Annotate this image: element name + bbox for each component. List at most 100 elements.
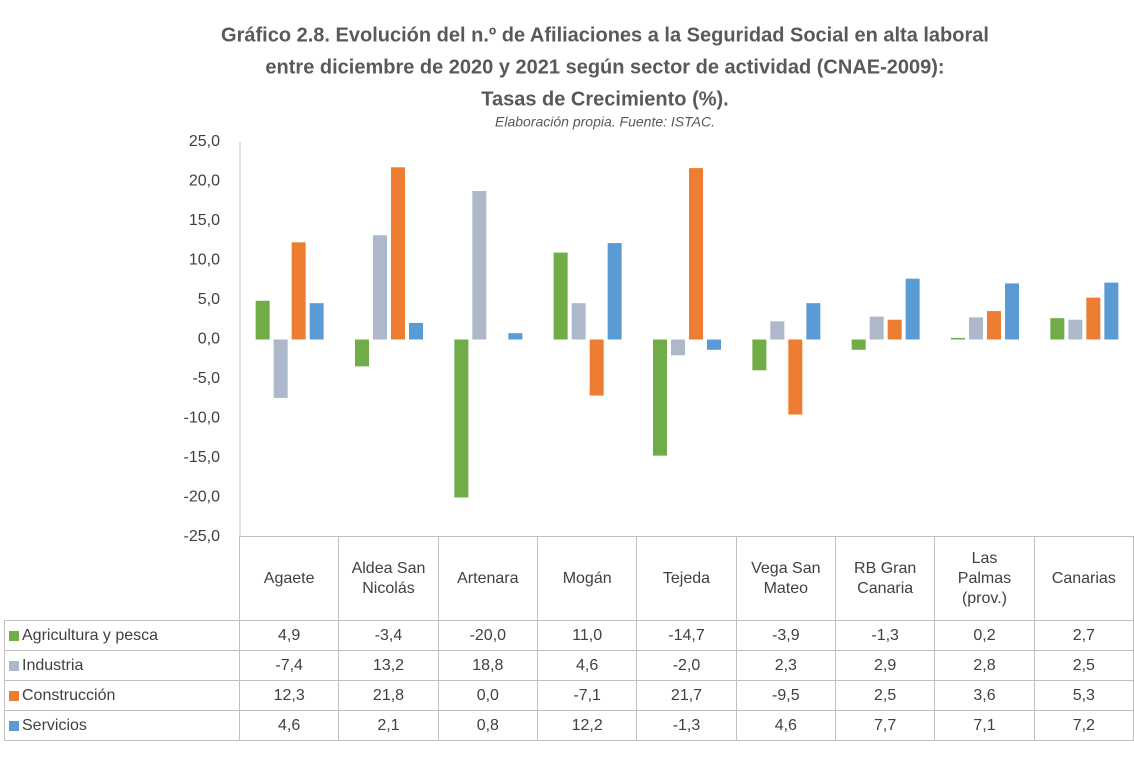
table-value: -7,4	[239, 650, 340, 681]
bar	[472, 190, 487, 340]
table-value: 12,2	[537, 710, 638, 741]
table-value: 2,7	[1033, 620, 1134, 651]
category-cell: Canarias	[1033, 536, 1134, 621]
table-value: 0,2	[934, 620, 1035, 651]
legend-cell: Industria	[4, 650, 240, 681]
legend-swatch	[9, 690, 19, 701]
bar	[1104, 282, 1119, 340]
category-cell: Aldea San Nicolás	[338, 536, 439, 621]
category-cell: Tejeda	[636, 536, 737, 621]
table-value: -7,1	[537, 680, 638, 711]
table-value: 2,5	[835, 680, 936, 711]
bar	[409, 322, 423, 340]
bar	[869, 316, 884, 340]
bar	[391, 167, 405, 340]
category-label: Agaete	[263, 569, 315, 587]
bar	[851, 339, 866, 350]
bar	[571, 303, 586, 340]
bar	[1086, 297, 1101, 340]
bar	[355, 339, 369, 367]
legend-swatch	[9, 660, 19, 671]
legend-label: Agricultura y pesca	[22, 626, 159, 644]
category-cell: Las Palmas (prov.)	[934, 536, 1035, 621]
bar	[309, 303, 324, 340]
table-value: 13,2	[338, 650, 439, 681]
table-value: 12,3	[239, 680, 340, 711]
table-value: 0,0	[437, 680, 538, 711]
y-tick-label: -20,0	[184, 489, 221, 506]
table-value: 4,9	[239, 620, 340, 651]
table-value: 0,8	[437, 710, 538, 741]
bar	[1068, 319, 1083, 340]
table-value: -20,0	[437, 620, 538, 651]
y-tick-label: -10,0	[184, 410, 221, 427]
category-label: Vega San Mateo	[751, 559, 821, 597]
category-label: Artenara	[457, 569, 519, 587]
table-value: 18,8	[437, 650, 538, 681]
bar	[255, 300, 270, 340]
bar	[887, 319, 902, 340]
category-cell: RB Gran Canaria	[835, 536, 936, 621]
chart-title: entre diciembre de 2020 y 2021 según sec…	[265, 56, 944, 78]
bar	[589, 339, 604, 396]
category-cell: Mogán	[537, 536, 638, 621]
category-label: Mogán	[562, 569, 612, 587]
bar	[806, 303, 821, 340]
bar	[607, 243, 622, 340]
table-value: -2,0	[636, 650, 737, 681]
legend-swatch	[9, 630, 19, 641]
y-tick-label: 20,0	[189, 173, 220, 190]
bar	[454, 339, 469, 498]
bar	[671, 339, 685, 356]
y-tick-label: -5,0	[192, 370, 220, 387]
table-value: 3,6	[934, 680, 1035, 711]
legend-cell: Agricultura y pesca	[4, 620, 240, 651]
category-cell: Artenara	[437, 536, 538, 621]
legend-swatch	[9, 720, 19, 731]
bar	[291, 242, 306, 340]
table-value: -14,7	[636, 620, 737, 651]
bar	[1050, 318, 1065, 340]
bar	[653, 339, 667, 456]
category-label: RB Gran Canaria	[854, 559, 917, 597]
bar	[905, 278, 920, 340]
bar	[987, 311, 1001, 340]
legend-cell: Construcción	[4, 680, 240, 711]
bar	[752, 339, 767, 371]
bar	[969, 317, 983, 340]
chart-subtitle: Elaboración propia. Fuente: ISTAC.	[495, 114, 715, 130]
legend-cell: Servicios	[4, 710, 240, 741]
table-value: -3,9	[735, 620, 836, 651]
table-value: 11,0	[537, 620, 638, 651]
table-value: 21,7	[636, 680, 737, 711]
table-value: 5,3	[1033, 680, 1134, 711]
table-value: -3,4	[338, 620, 439, 651]
category-label: Las Palmas (prov.)	[957, 549, 1012, 607]
table-value: 7,2	[1033, 710, 1134, 741]
y-tick-label: 10,0	[189, 252, 220, 269]
y-tick-label: 15,0	[189, 212, 220, 229]
y-tick-label: 5,0	[198, 291, 220, 308]
table-value: -9,5	[735, 680, 836, 711]
bar	[707, 339, 721, 350]
table-value: 2,5	[1033, 650, 1134, 681]
bar	[951, 337, 965, 340]
table-value: 2,8	[934, 650, 1035, 681]
table-value: -1,3	[636, 710, 737, 741]
chart-title: Tasas de Crecimiento (%).	[481, 88, 728, 110]
table-value: 2,1	[338, 710, 439, 741]
y-tick-label: 25,0	[189, 133, 220, 150]
legend-label: Servicios	[22, 716, 87, 734]
category-label: Aldea San Nicolás	[351, 559, 426, 597]
table-value: 7,1	[934, 710, 1035, 741]
bar	[373, 235, 387, 340]
bar	[770, 321, 785, 340]
table-value: 7,7	[835, 710, 936, 741]
table-value: 21,8	[338, 680, 439, 711]
table-value: 4,6	[537, 650, 638, 681]
category-label: Canarias	[1051, 569, 1116, 587]
bar	[508, 333, 523, 340]
legend-label: Industria	[22, 656, 84, 674]
category-cell: Agaete	[239, 536, 340, 621]
